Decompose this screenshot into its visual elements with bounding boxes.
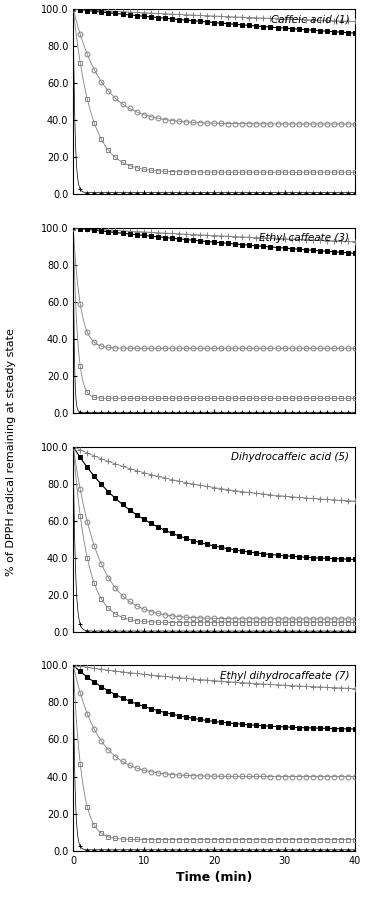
Text: Ethyl caffeate (3): Ethyl caffeate (3) [259,233,350,243]
Text: Ethyl dihydrocaffeate (7): Ethyl dihydrocaffeate (7) [220,671,350,681]
Text: % of DPPH radical remaining at steady state: % of DPPH radical remaining at steady st… [6,329,16,576]
X-axis label: Time (min): Time (min) [176,872,252,884]
Text: Dihydrocaffeic acid (5): Dihydrocaffeic acid (5) [231,452,350,462]
Text: Caffeic acid (1): Caffeic acid (1) [271,14,350,24]
